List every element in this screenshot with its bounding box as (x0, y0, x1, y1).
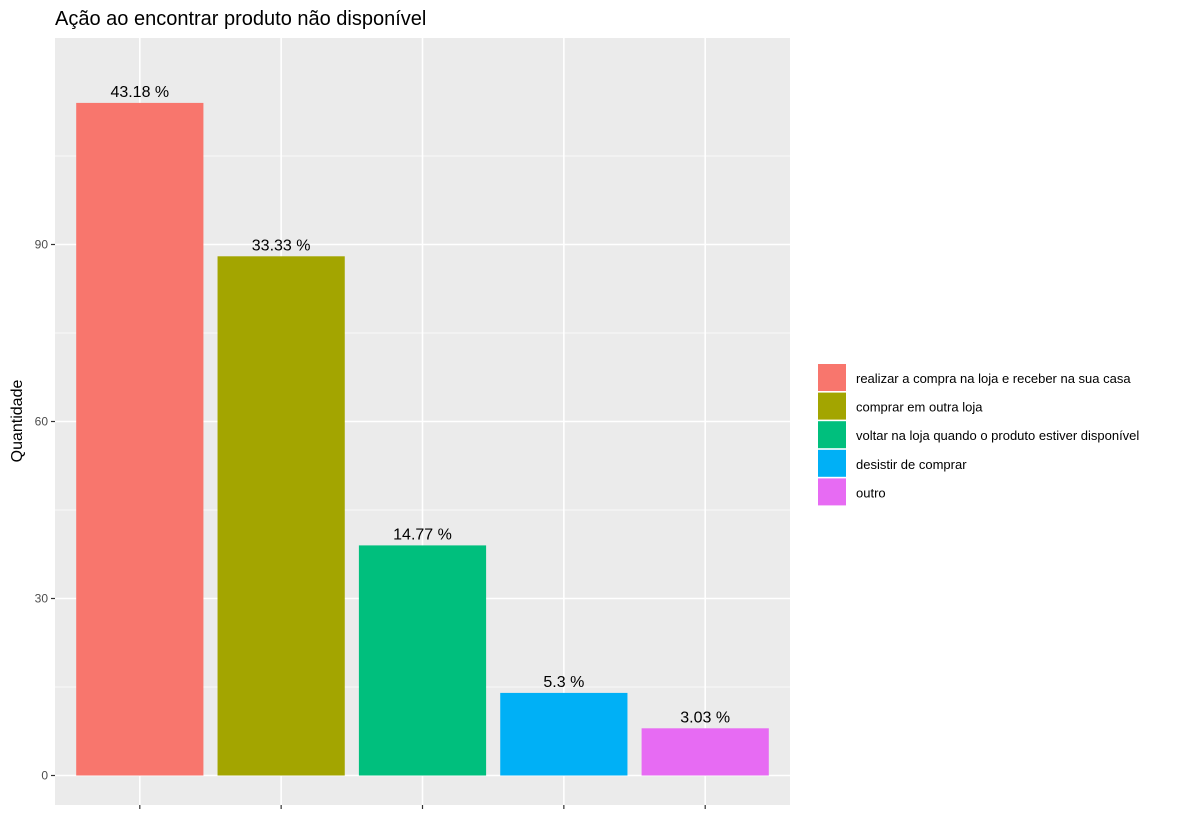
legend: realizar a compra na loja e receber na s… (818, 364, 1139, 506)
bar (217, 256, 345, 776)
data-labels-layer: 43.18 % 33.33 % 14.77 % 5.3 % 3.03 % (110, 84, 730, 726)
bar-data-label: 14.77 % (393, 526, 452, 543)
legend-key (818, 478, 846, 506)
bar-data-label: 33.33 % (252, 237, 311, 254)
legend-key (818, 392, 846, 420)
y-axis-label: Quantidade (9, 380, 26, 463)
legend-entry-label: realizar a compra na loja e receber na s… (856, 371, 1131, 386)
legend-key (818, 421, 846, 449)
legend-entry-label: desistir de comprar (856, 457, 967, 472)
bar-data-label: 3.03 % (680, 709, 730, 726)
y-tick-label: 0 (41, 769, 48, 783)
bar-data-label: 5.3 % (543, 674, 584, 691)
y-tick-label: 30 (35, 592, 49, 606)
bar (76, 102, 204, 776)
axis-layer: 0 30 60 90 (35, 238, 706, 809)
legend-entry-label: voltar na loja quando o produto estiver … (856, 428, 1139, 443)
bar-data-label: 43.18 % (110, 84, 169, 101)
bar (358, 545, 487, 776)
bar (641, 728, 769, 776)
bar (500, 692, 628, 776)
legend-key (818, 449, 846, 477)
legend-entry-label: comprar em outra loja (856, 400, 983, 415)
legend-key (818, 364, 846, 391)
chart-title: Ação ao encontrar produto não disponível (55, 8, 426, 30)
y-tick-label: 90 (35, 238, 49, 252)
legend-entry-label: outro (856, 485, 886, 500)
bars-layer (76, 102, 769, 776)
y-tick-label: 60 (35, 415, 49, 429)
